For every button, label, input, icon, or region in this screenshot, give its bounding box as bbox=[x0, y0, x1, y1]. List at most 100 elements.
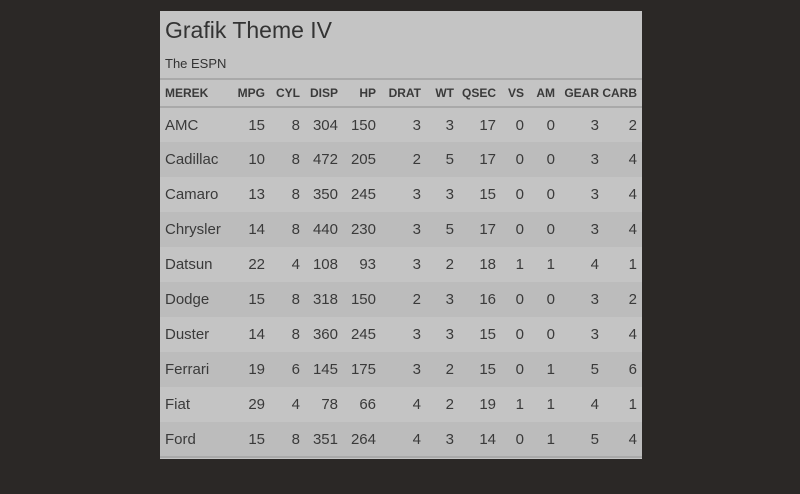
table-cell: 19 bbox=[479, 396, 496, 413]
column-header-qsec: QSEC bbox=[461, 86, 496, 100]
table-cell: 3 bbox=[445, 116, 454, 134]
data-table: MEREK MPG CYL DISP HP DRAT WT QSEC VS AM GEAR CARB … bbox=[160, 78, 642, 460]
table-cell: 29 bbox=[248, 396, 265, 413]
table-panel: Grafik Theme IV The ESPN MEREK MPG CYL DISP… bbox=[160, 11, 642, 460]
table-cell: 3 bbox=[412, 326, 421, 343]
table-cell: 350 bbox=[312, 186, 338, 203]
table-cell: 2 bbox=[445, 256, 454, 273]
table-cell: 3 bbox=[590, 221, 599, 238]
table-cell: 472 bbox=[312, 151, 338, 168]
table-cell: 150 bbox=[350, 116, 376, 134]
table-cell: 0 bbox=[546, 116, 555, 134]
row-label: Duster bbox=[165, 326, 210, 343]
column-header-cyl: CYL bbox=[276, 86, 300, 100]
table-cell: 1 bbox=[515, 256, 524, 273]
table-cell: 19 bbox=[248, 361, 265, 378]
table-cell: 3 bbox=[590, 116, 599, 134]
row-label: AMC bbox=[165, 116, 199, 134]
table-cell: 13 bbox=[248, 186, 265, 203]
row-label: Datsun bbox=[165, 256, 213, 273]
table-cell: 14 bbox=[248, 221, 265, 238]
table-cell: 18 bbox=[479, 256, 496, 273]
table-cell: 15 bbox=[248, 116, 265, 134]
table-cell: 5 bbox=[445, 151, 454, 168]
table-cell: 3 bbox=[445, 186, 454, 203]
row-label: Dodge bbox=[165, 291, 210, 308]
table-cell: 2 bbox=[628, 116, 637, 134]
table-cell: 4 bbox=[291, 256, 300, 273]
table-cell: 3 bbox=[590, 151, 599, 168]
table-cell: 14 bbox=[248, 326, 265, 343]
table-row: Cadillac 10 8 472 205 2 5 17 0 0 3 4 bbox=[160, 142, 642, 177]
table-cell: 5 bbox=[590, 430, 599, 448]
table-cell: 230 bbox=[350, 221, 376, 238]
table-cell: 8 bbox=[291, 326, 300, 343]
table-cell: 3 bbox=[590, 186, 599, 203]
table-cell: 3 bbox=[412, 256, 421, 273]
table-cell: 1 bbox=[546, 430, 555, 448]
table-cell: 15 bbox=[248, 430, 265, 448]
column-header-wt: WT bbox=[435, 86, 454, 100]
row-label: Cadillac bbox=[165, 151, 219, 168]
table-cell: 1 bbox=[628, 396, 637, 413]
table-cell: 150 bbox=[350, 291, 376, 308]
table-cell: 8 bbox=[291, 221, 300, 238]
column-header-merek: MEREK bbox=[165, 86, 209, 100]
table-cell: 15 bbox=[248, 291, 265, 308]
table-cell: 318 bbox=[312, 291, 338, 308]
table-cell: 10 bbox=[248, 151, 265, 168]
table-cell: 0 bbox=[515, 151, 524, 168]
table-cell: 16 bbox=[479, 291, 496, 308]
table-cell: 0 bbox=[515, 186, 524, 203]
table-cell: 1 bbox=[546, 396, 555, 413]
table-row: Camaro 13 8 350 245 3 3 15 0 0 3 4 bbox=[160, 177, 642, 212]
table-cell: 93 bbox=[359, 256, 376, 273]
table-cell: 245 bbox=[350, 186, 376, 203]
table-cell: 1 bbox=[515, 396, 524, 413]
table-cell: 264 bbox=[350, 430, 376, 448]
table-cell: 4 bbox=[412, 430, 421, 448]
table-cell: 4 bbox=[628, 430, 637, 448]
row-label: Chrysler bbox=[165, 221, 221, 238]
table-cell: 14 bbox=[479, 430, 496, 448]
table-cell: 8 bbox=[291, 151, 300, 168]
column-header-mpg: MPG bbox=[237, 86, 265, 100]
column-header-hp: HP bbox=[359, 86, 376, 100]
table-row: Ferrari 19 6 145 175 3 2 15 0 1 5 6 bbox=[160, 352, 642, 387]
table-row: Dodge 15 8 318 150 2 3 16 0 0 3 2 bbox=[160, 282, 642, 317]
column-header-carb: CARB bbox=[602, 86, 637, 100]
table-cell: 4 bbox=[590, 256, 599, 273]
table-row: Ford 15 8 351 264 4 3 14 0 1 5 4 bbox=[160, 422, 642, 457]
table-cell: 205 bbox=[350, 151, 376, 168]
table-cell: 3 bbox=[412, 221, 421, 238]
table-cell: 17 bbox=[479, 116, 496, 134]
table-cell: 1 bbox=[546, 361, 555, 378]
table-cell: 2 bbox=[445, 361, 454, 378]
table-cell: 3 bbox=[445, 430, 454, 448]
table-cell: 4 bbox=[628, 221, 637, 238]
table-cell: 2 bbox=[445, 396, 454, 413]
table-cell: 0 bbox=[546, 326, 555, 343]
table-cell: 3 bbox=[590, 291, 599, 308]
table-cell: 0 bbox=[546, 221, 555, 238]
table-subtitle: The ESPN bbox=[165, 56, 227, 71]
table-cell: 17 bbox=[479, 221, 496, 238]
table-cell: 1 bbox=[628, 256, 637, 273]
table-cell: 6 bbox=[628, 361, 637, 378]
column-header-am: AM bbox=[536, 86, 555, 100]
table-cell: 3 bbox=[590, 326, 599, 343]
table-cell: 3 bbox=[412, 361, 421, 378]
table-cell: 175 bbox=[350, 361, 376, 378]
table-cell: 4 bbox=[291, 396, 300, 413]
table-cell: 6 bbox=[291, 361, 300, 378]
table-cell: 4 bbox=[628, 151, 637, 168]
table-cell: 0 bbox=[546, 151, 555, 168]
table-cell: 22 bbox=[248, 256, 265, 273]
table-cell: 0 bbox=[515, 221, 524, 238]
table-row: Chrysler 14 8 440 230 3 5 17 0 0 3 4 bbox=[160, 212, 642, 247]
table-cell: 5 bbox=[445, 221, 454, 238]
table-cell: 145 bbox=[312, 361, 338, 378]
table-cell: 0 bbox=[515, 116, 524, 134]
table-cell: 15 bbox=[479, 361, 496, 378]
table-cell: 360 bbox=[312, 326, 338, 343]
